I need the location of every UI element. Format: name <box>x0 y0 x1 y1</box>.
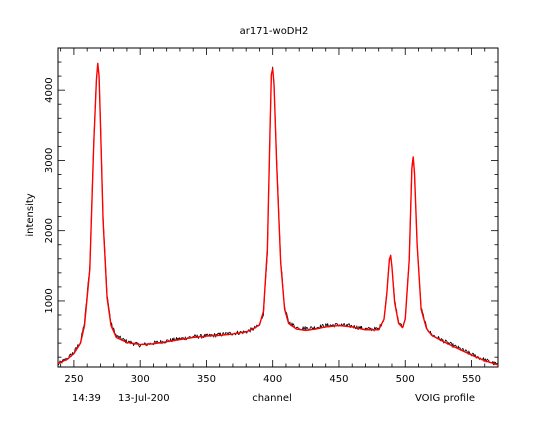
chart-title: ar171-woDH2 <box>240 26 309 37</box>
y-tick-label: 3000 <box>44 148 55 173</box>
x-axis-label: channel <box>252 393 292 404</box>
x-tick-label: 250 <box>64 374 83 385</box>
y-tick-label: 4000 <box>44 77 55 102</box>
x-tick-label: 500 <box>396 374 415 385</box>
footer-date: 13-Jul-200 <box>118 393 170 404</box>
y-axis: 1000 2000 3000 4000 <box>44 47 498 358</box>
footer-time: 14:39 <box>72 393 101 404</box>
y-axis-label: intensity <box>25 193 36 236</box>
y-tick-label: 1000 <box>44 288 55 313</box>
x-tick-label: 350 <box>197 374 216 385</box>
x-tick-label: 450 <box>329 374 348 385</box>
x-tick-label: 400 <box>263 374 282 385</box>
plot-border <box>57 47 499 368</box>
series-fit-line <box>57 62 499 366</box>
plot-frame <box>57 47 499 368</box>
y-tick-label: 2000 <box>44 218 55 243</box>
x-tick-label: 300 <box>131 374 150 385</box>
x-axis: 250 300 350 400 450 500 550 <box>60 48 499 385</box>
footer-note: VOIG profile <box>415 393 475 404</box>
x-tick-label: 550 <box>462 374 481 385</box>
series-layer <box>57 62 499 366</box>
